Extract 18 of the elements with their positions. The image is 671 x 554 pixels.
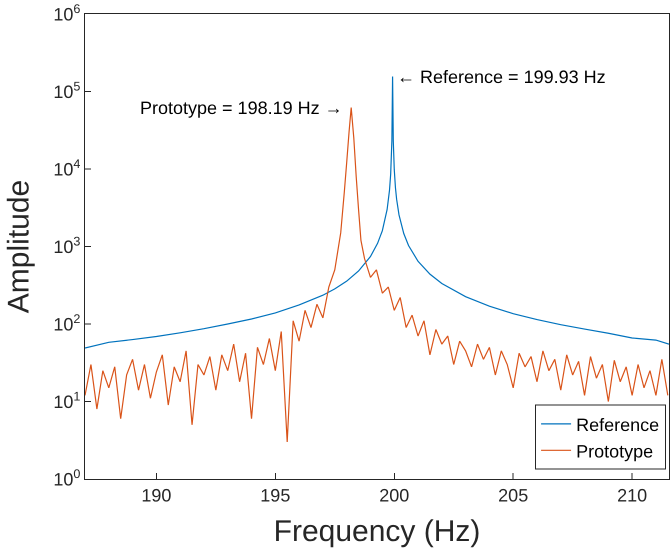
x-axis-title: Frequency (Hz) bbox=[274, 515, 480, 548]
x-tick-label: 190 bbox=[141, 486, 172, 506]
y-tick-label: 10$^{3}$ bbox=[53, 234, 80, 257]
annotation: ← Reference = 199.93 Hz bbox=[397, 67, 606, 87]
y-tick-label: 10$^{1}$ bbox=[53, 389, 80, 412]
annotation: Prototype = 198.19 Hz → bbox=[140, 98, 343, 118]
x-tick-label: 200 bbox=[379, 486, 410, 506]
y-tick-label: 10$^{4}$ bbox=[53, 156, 80, 180]
y-tick-label: 10$^{6}$ bbox=[53, 2, 80, 24]
y-tick-label: 10$^{5}$ bbox=[53, 79, 80, 102]
legend-label: Reference bbox=[576, 414, 660, 435]
y-axis-title: Amplitude bbox=[2, 180, 36, 314]
legend-label: Prototype bbox=[576, 441, 654, 462]
y-tick-label: 10$^{2}$ bbox=[53, 312, 80, 334]
x-tick-label: 205 bbox=[498, 486, 528, 506]
x-tick-label: 210 bbox=[617, 486, 648, 506]
y-tick-label: 10$^{0}$ bbox=[53, 466, 80, 490]
x-tick-label: 195 bbox=[260, 486, 290, 506]
